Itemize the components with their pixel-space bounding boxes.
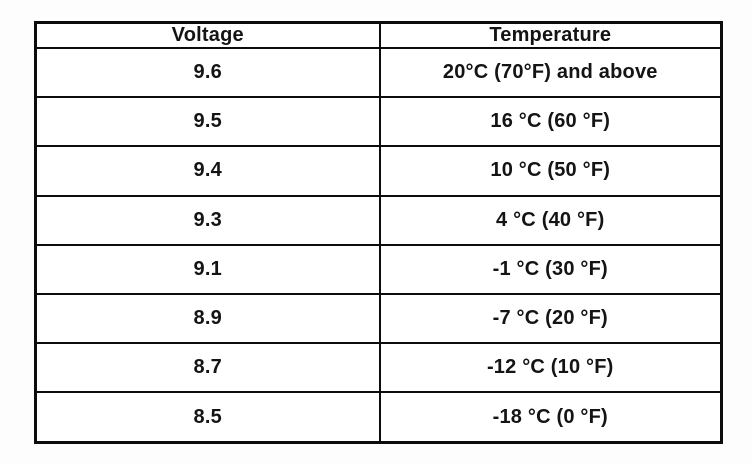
table-row: 9.1 -1 °C (30 °F)	[34, 243, 723, 295]
header-row: Voltage Temperature	[34, 21, 723, 49]
temperature-cell: 4 °C (40 °F)	[378, 194, 723, 246]
table-row: 9.6 20°C (70°F) and above	[34, 46, 723, 99]
temperature-cell: 10 °C (50 °F)	[378, 145, 723, 197]
table-row: 8.7 -12 °C (10 °F)	[34, 342, 723, 394]
column-header-temperature: Temperature	[378, 21, 723, 49]
voltage-cell: 8.7	[34, 342, 381, 394]
temperature-cell: -1 °C (30 °F)	[378, 243, 723, 295]
voltage-cell: 9.4	[34, 145, 381, 197]
voltage-cell: 9.5	[34, 96, 381, 148]
temperature-cell: -18 °C (0 °F)	[378, 391, 723, 444]
temperature-cell: 16 °C (60 °F)	[378, 96, 723, 148]
temperature-cell: 20°C (70°F) and above	[378, 46, 723, 99]
voltage-cell: 9.3	[34, 194, 381, 246]
table-row: 8.9 -7 °C (20 °F)	[34, 292, 723, 345]
column-header-voltage: Voltage	[34, 21, 381, 49]
voltage-cell: 8.9	[34, 292, 381, 345]
table-row: 9.3 4 °C (40 °F)	[34, 194, 723, 246]
voltage-cell: 8.5	[34, 391, 381, 444]
table-row: 9.5 16 °C (60 °F)	[34, 96, 723, 148]
table-row: 8.5 -18 °C (0 °F)	[34, 391, 723, 444]
temperature-cell: -7 °C (20 °F)	[378, 292, 723, 345]
voltage-cell: 9.1	[34, 243, 381, 295]
voltage-cell: 9.6	[34, 46, 381, 99]
voltage-temperature-table: Voltage Temperature 9.6 20°C (70°F) and …	[34, 21, 723, 444]
temperature-cell: -12 °C (10 °F)	[378, 342, 723, 394]
table-row: 9.4 10 °C (50 °F)	[34, 145, 723, 197]
